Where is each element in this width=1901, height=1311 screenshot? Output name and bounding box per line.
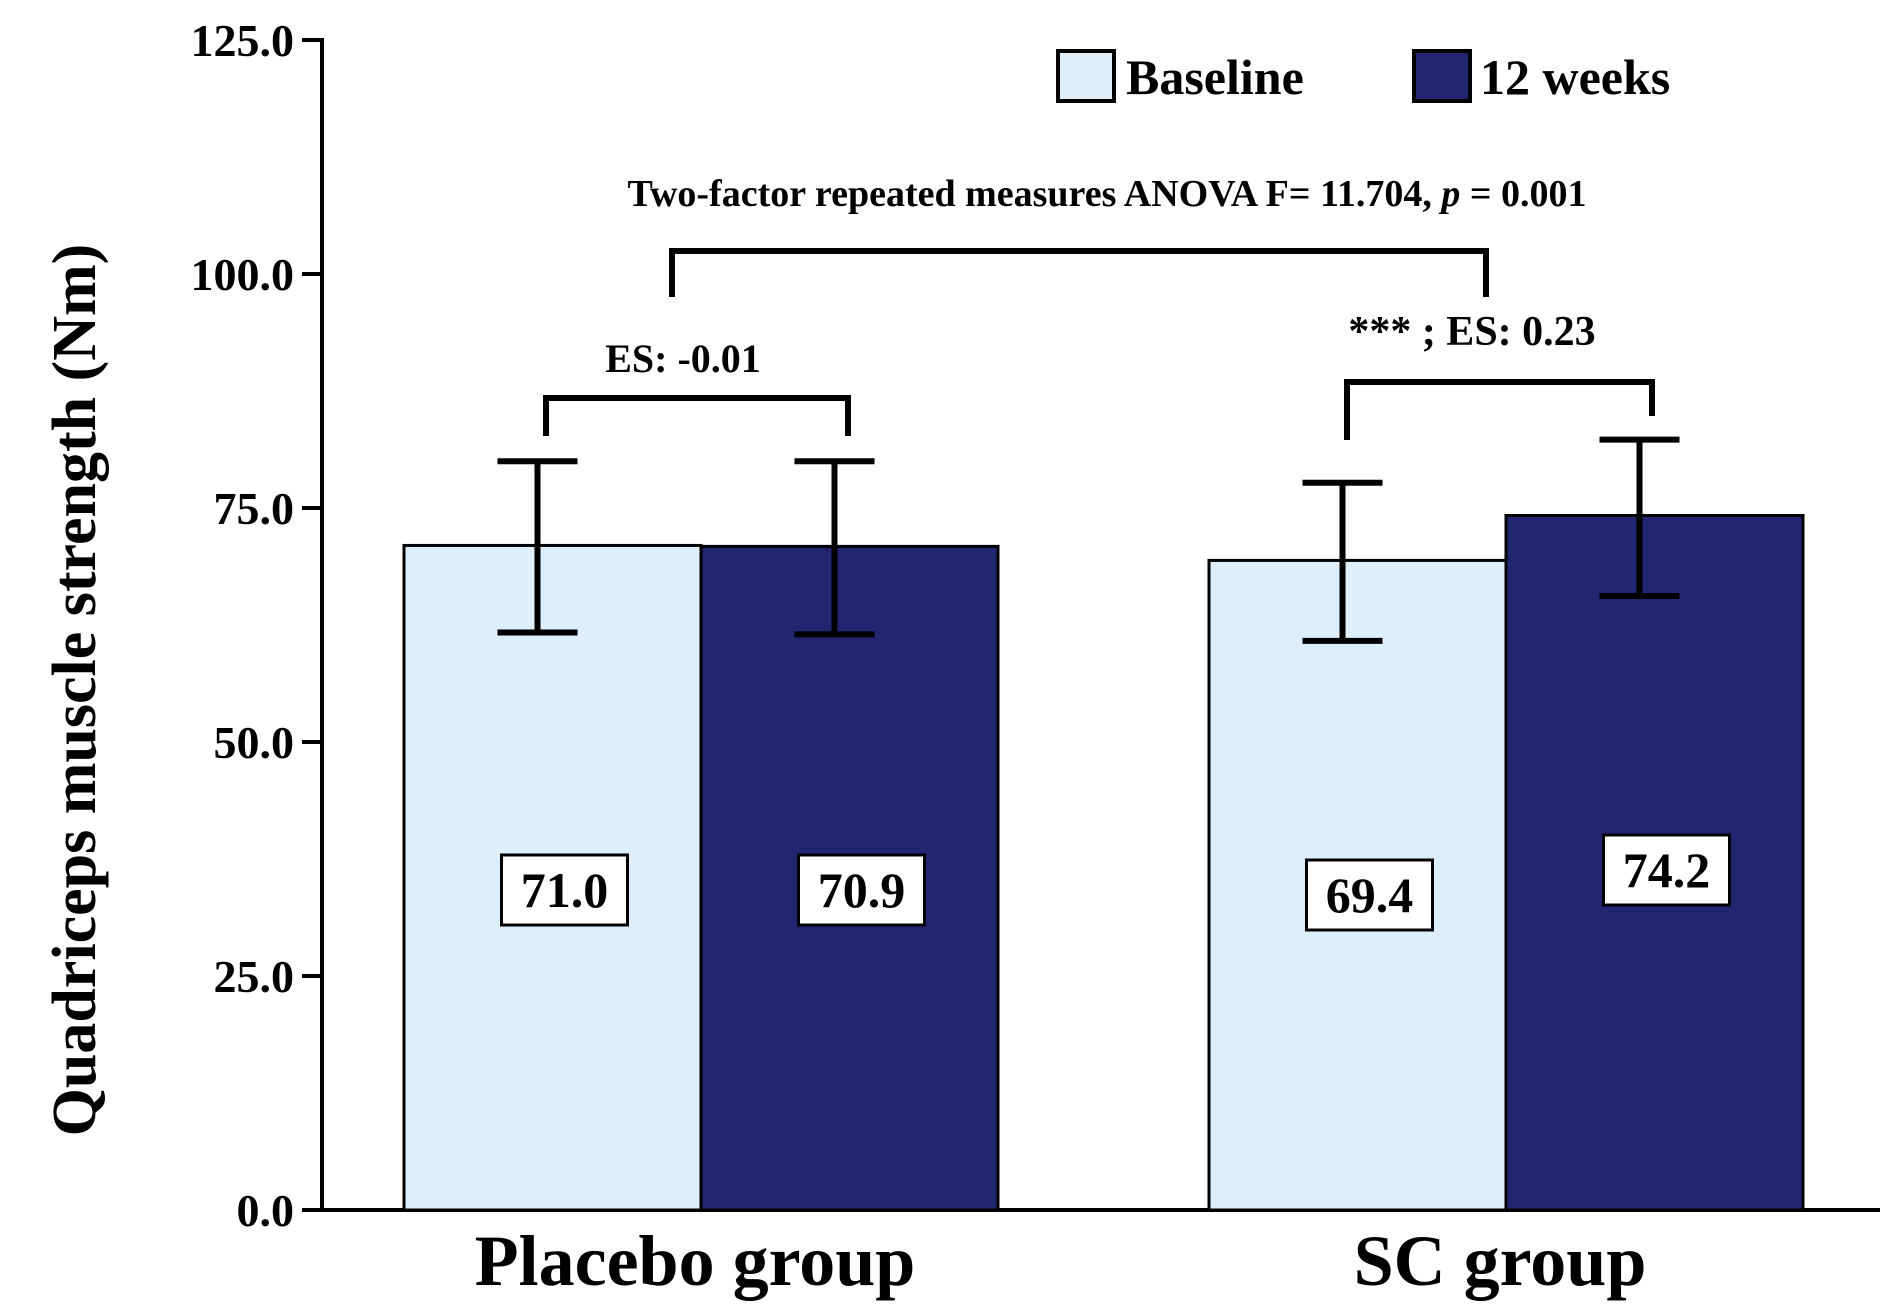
value-label: 69.4 [1326, 867, 1414, 923]
legend-label-12-weeks: 12 weeks [1480, 49, 1670, 105]
anova-prefix: Two-factor repeated measures ANOVA F= 11… [627, 173, 1441, 215]
x-category-label: Placebo group [475, 1221, 916, 1301]
placebo-es-annotation: ES: -0.01 [605, 336, 761, 381]
y-tick-label: 125.0 [191, 15, 295, 66]
anova-annotation: Two-factor repeated measures ANOVA F= 11… [627, 173, 1586, 215]
value-labels: 71.0 70.9 69.4 74.2 [500, 833, 1731, 932]
x-category-labels: Placebo group SC group [475, 1221, 1647, 1301]
x-category-label: SC group [1354, 1221, 1647, 1301]
placebo-bracket [543, 395, 851, 436]
y-tick-label: 0.0 [237, 1185, 295, 1236]
legend: Baseline 12 weeks [1056, 49, 1670, 105]
error-bar [497, 458, 578, 636]
anova-suffix: = 0.001 [1460, 173, 1586, 215]
error-bar [794, 458, 875, 638]
value-label-box [797, 853, 926, 927]
legend-swatch-baseline [1056, 49, 1116, 103]
value-label: 70.9 [818, 862, 906, 918]
y-tick-label: 75.0 [214, 483, 295, 534]
value-label-box [500, 853, 629, 927]
sc-es-annotation: *** ; ES: 0.23 [1348, 309, 1595, 355]
significance-brackets [543, 248, 1655, 440]
y-tick-label: 100.0 [191, 249, 295, 300]
error-bar [1599, 436, 1680, 599]
error-bars [497, 436, 1680, 644]
sc-bracket [1344, 379, 1655, 440]
value-label-box [1602, 833, 1731, 907]
y-tick-label: 25.0 [214, 951, 295, 1002]
value-label: 71.0 [521, 862, 609, 918]
anova-p: p [1438, 173, 1460, 215]
error-bar [1302, 479, 1383, 644]
value-label: 74.2 [1623, 842, 1711, 898]
y-axis-title: Quadriceps muscle strength (Nm) [41, 244, 109, 1137]
legend-swatch-12-weeks [1412, 49, 1472, 103]
y-tick-label: 50.0 [214, 717, 295, 768]
value-label-box [1305, 858, 1434, 932]
anova-bracket [669, 248, 1489, 297]
y-ticks: 0.0 25.0 50.0 75.0 100.0 125.0 [191, 15, 322, 1236]
legend-label-baseline: Baseline [1126, 49, 1304, 105]
